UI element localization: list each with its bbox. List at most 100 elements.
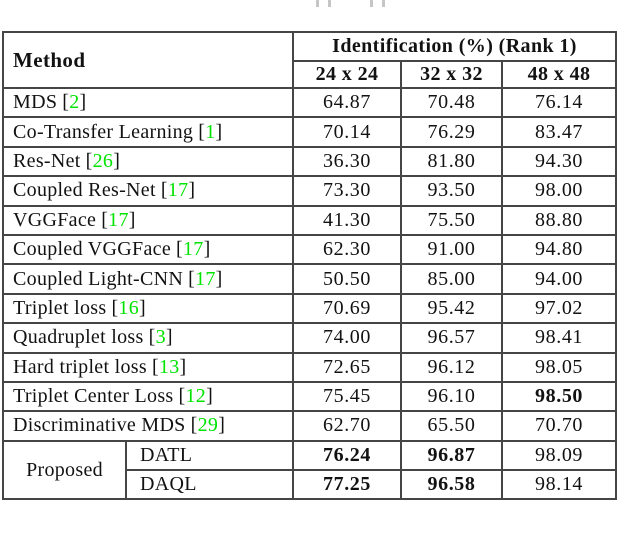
header-row-columns: 24 x 24 32 x 32 48 x 48	[3, 60, 618, 89]
bracket-close: ]	[128, 208, 136, 231]
citation-link[interactable]: [16]	[111, 297, 146, 319]
method-header: Method	[2, 31, 294, 89]
bracket-open: [	[178, 385, 186, 408]
bracket-open: [	[176, 238, 183, 261]
value-cell: 88.80	[500, 204, 618, 236]
bracket-open: [	[198, 120, 206, 143]
bracket-close: ]	[139, 296, 146, 319]
table-row-hard-triplet-loss: Hard triplet loss [13] 72.65 96.12 98.05	[2, 351, 618, 383]
method-name: Discriminative MDS	[13, 414, 186, 437]
citation-number: 1	[205, 120, 216, 143]
header-row-group: Method Identification (%) (Rank 1)	[2, 31, 618, 89]
value-cell: 96.10	[400, 380, 503, 413]
value-cell: 50.50	[292, 263, 402, 295]
method-name: VGGFace	[13, 208, 97, 231]
citation-number: 17	[182, 238, 204, 261]
method-cell: VGGFace [17]	[2, 204, 294, 236]
value-cell: 91.00	[400, 233, 503, 266]
citation-number: 17	[108, 208, 129, 231]
citation-link[interactable]: [29]	[191, 414, 226, 436]
value-cell: 62.30	[292, 233, 402, 266]
citation-number: 17	[195, 267, 216, 290]
value-cell: 98.09	[500, 439, 618, 472]
citation-number: 13	[158, 355, 180, 378]
value-cell: 65.50	[400, 410, 503, 442]
citation-link[interactable]: [17]	[188, 268, 223, 290]
citation-link[interactable]: [3]	[149, 326, 173, 348]
table-row-co-transfer: Co-Transfer Learning [1] 70.14 76.29 83.4…	[2, 116, 618, 148]
method-name: Coupled VGGFace	[13, 238, 171, 261]
value-cell-best: 96.58	[400, 469, 503, 501]
citation-number: 16	[118, 296, 140, 319]
citation-link[interactable]: [17]	[176, 238, 211, 260]
value-cell: 70.14	[292, 116, 402, 148]
method-name: Co-Transfer Learning	[13, 120, 194, 143]
value-cell: 96.12	[400, 351, 503, 383]
table-row-proposed-daql: DAQL 77.25 96.58 98.14	[3, 469, 618, 501]
citation-link[interactable]: [13]	[152, 356, 187, 378]
method-cell: Discriminative MDS [29]	[2, 410, 294, 442]
col-header-32x32: 32 x 32	[400, 60, 503, 89]
bracket-open: [	[148, 326, 156, 349]
value-cell: 83.47	[500, 116, 618, 148]
bracket-open: [	[111, 296, 119, 319]
method-name: MDS	[13, 91, 58, 114]
citation-link[interactable]: [1]	[198, 121, 222, 143]
value-cell: 76.14	[500, 86, 618, 119]
value-cell: 70.48	[400, 86, 503, 119]
bracket-open: [	[85, 149, 93, 172]
bracket-open: [	[188, 267, 196, 290]
bracket-close: ]	[206, 385, 214, 408]
proposed-variant-cell: DAQL	[125, 469, 294, 501]
results-table-wrapper: Method Identification (%) (Rank 1) 24 x …	[2, 31, 618, 501]
value-cell: 93.50	[400, 175, 503, 207]
value-cell: 75.45	[292, 380, 402, 413]
citation-link[interactable]: [2]	[62, 91, 86, 113]
method-cell: Co-Transfer Learning [1]	[2, 116, 294, 148]
method-cell: Quadruplet loss [3]	[2, 322, 294, 354]
value-cell: 98.14	[500, 469, 618, 501]
value-cell: 72.65	[292, 351, 402, 383]
method-cell: Hard triplet loss [13]	[2, 351, 294, 383]
value-cell: 81.80	[400, 145, 503, 178]
method-name: Hard triplet loss	[13, 355, 147, 378]
method-cell: Coupled VGGFace [17]	[2, 233, 294, 266]
value-cell: 76.29	[400, 116, 503, 148]
citation-number: 26	[92, 149, 114, 172]
col-header-48x48: 48 x 48	[500, 60, 618, 89]
value-cell: 94.30	[500, 145, 618, 178]
results-table: Method Identification (%) (Rank 1) 24 x …	[2, 31, 618, 501]
table-row-triplet-center-loss: Triplet Center Loss [12] 75.45 96.10 98.5…	[2, 380, 618, 413]
value-cell: 75.50	[400, 204, 503, 236]
value-cell: 96.57	[400, 322, 503, 354]
table-row-mds: MDS [2] 64.87 70.48 76.14	[2, 86, 618, 119]
citation-link[interactable]: [17]	[161, 179, 196, 201]
bracket-open: [	[151, 355, 159, 378]
value-cell-best: 96.87	[400, 439, 503, 472]
method-cell: Coupled Light-CNN [17]	[2, 263, 294, 295]
table-row-triplet-loss: Triplet loss [16] 70.69 95.42 97.02	[2, 292, 618, 325]
bracket-close: ]	[215, 267, 223, 290]
method-cell: MDS [2]	[2, 86, 294, 119]
bracket-close: ]	[218, 414, 226, 437]
citation-link[interactable]: [17]	[101, 209, 136, 231]
group-header: Identification (%) (Rank 1)	[291, 31, 618, 62]
method-cell: Triplet loss [16]	[2, 292, 294, 325]
bracket-close: ]	[79, 91, 87, 114]
table-row-vggface: VGGFace [17] 41.30 75.50 88.80	[2, 204, 618, 236]
value-cell: 94.00	[500, 263, 618, 295]
method-name: Coupled Light-CNN	[13, 267, 184, 290]
value-cell: 97.02	[500, 292, 618, 325]
table-row-proposed-datl: Proposed DATL 76.24 96.87 98.09	[2, 439, 618, 501]
citation-link[interactable]: [26]	[86, 150, 121, 172]
proposed-label-cell: Proposed	[2, 439, 127, 501]
bracket-close: ]	[165, 326, 173, 349]
value-cell: 62.70	[292, 410, 402, 442]
bracket-close: ]	[179, 355, 187, 378]
citation-link[interactable]: [12]	[179, 385, 214, 407]
value-cell-best: 98.50	[500, 380, 618, 413]
method-name: Coupled Res-Net	[13, 179, 156, 202]
bracket-close: ]	[113, 149, 121, 172]
bracket-open: [	[101, 208, 109, 231]
cropped-text-fragment	[370, 0, 385, 7]
